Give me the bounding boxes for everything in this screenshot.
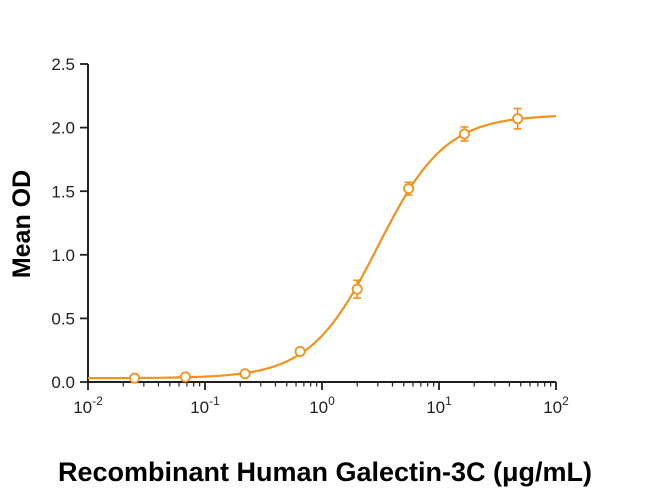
data-point (239, 368, 251, 380)
data-point (403, 183, 415, 195)
x-tick-label: 102 (543, 394, 569, 417)
x-tick-label: 10-1 (190, 394, 220, 417)
y-axis-title: Mean OD (8, 170, 36, 278)
x-tick-label: 100 (309, 394, 335, 417)
y-tick-label: 1.0 (51, 246, 75, 265)
data-point (294, 345, 306, 357)
data-point (512, 113, 524, 125)
x-tick-label: 101 (426, 394, 452, 417)
x-tick-label: 10-2 (73, 394, 103, 417)
plot-layer: 0.0 0.5 1.0 1.5 2.0 2.5 10-2 10-1 100 101 102 (51, 55, 569, 417)
y-tick-label: 0.5 (51, 310, 75, 329)
data-point (179, 371, 191, 383)
data-point (129, 372, 141, 384)
fit-curve (88, 115, 557, 380)
x-axis-title: Recombinant Human Galectin-3C (μg/mL) (57, 457, 593, 487)
y-tick-label: 0.0 (51, 373, 75, 392)
y-tick-label: 2.5 (51, 55, 75, 74)
y-tick-label: 1.5 (51, 182, 75, 201)
data-point (351, 283, 363, 295)
data-point (458, 128, 470, 140)
dose-response-plot: Mean OD 0.0 0.5 1.0 1.5 2.0 2.5 10-2 10-1 100 101… (8, 55, 569, 417)
y-tick-label: 2.0 (51, 119, 75, 138)
